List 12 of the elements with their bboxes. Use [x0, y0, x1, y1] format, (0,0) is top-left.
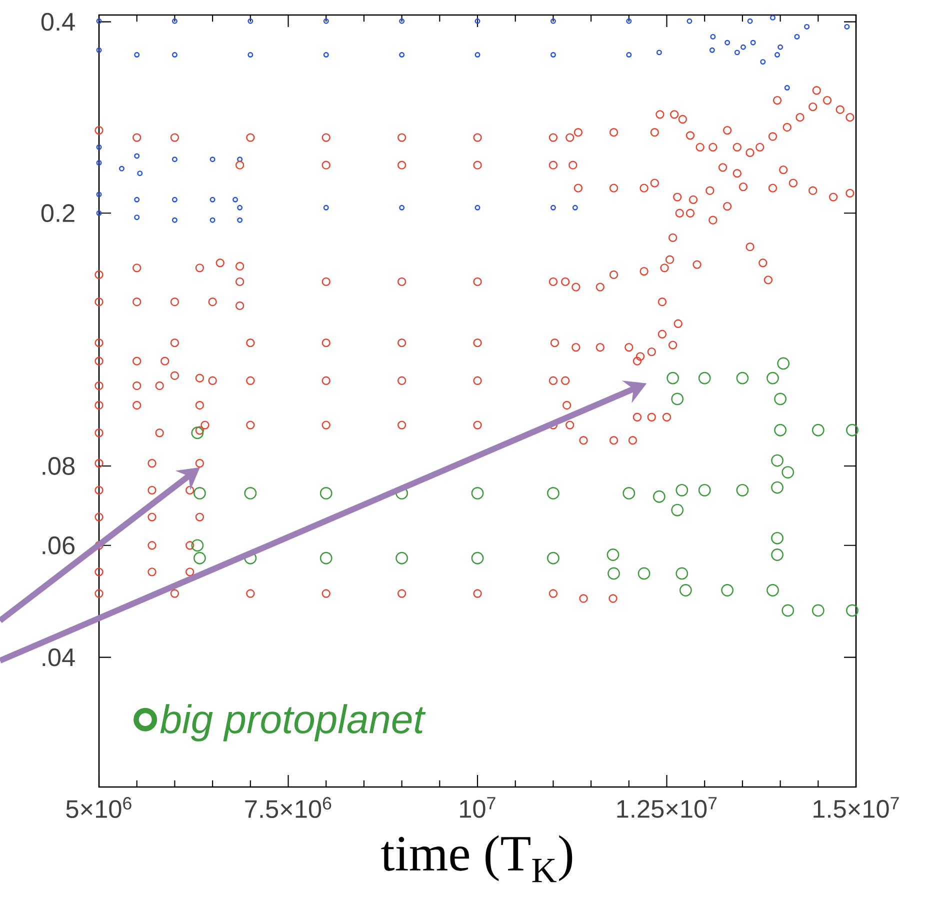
y-tick-label: .06 [42, 536, 75, 554]
y-tick-label: .08 [42, 457, 75, 475]
y-tick-label: 0.4 [41, 12, 75, 31]
x-axis-title: time (T$_{K}$) [381, 835, 572, 882]
legend-label: big protoplanet [160, 704, 426, 742]
x-tick-label: 5×10$^{6}$ [66, 797, 132, 818]
x-tick-label: 7.5×10$^{6}$ [245, 797, 332, 818]
x-tick-label: 1.5×10$^{7}$ [814, 797, 899, 818]
x-tick-label: 10$^{7}$ [460, 797, 496, 818]
x-tick-label: 1.25×10$^{7}$ [617, 797, 717, 818]
y-tick-label: 0.2 [41, 204, 74, 222]
y-tick-label: .04 [42, 648, 75, 666]
